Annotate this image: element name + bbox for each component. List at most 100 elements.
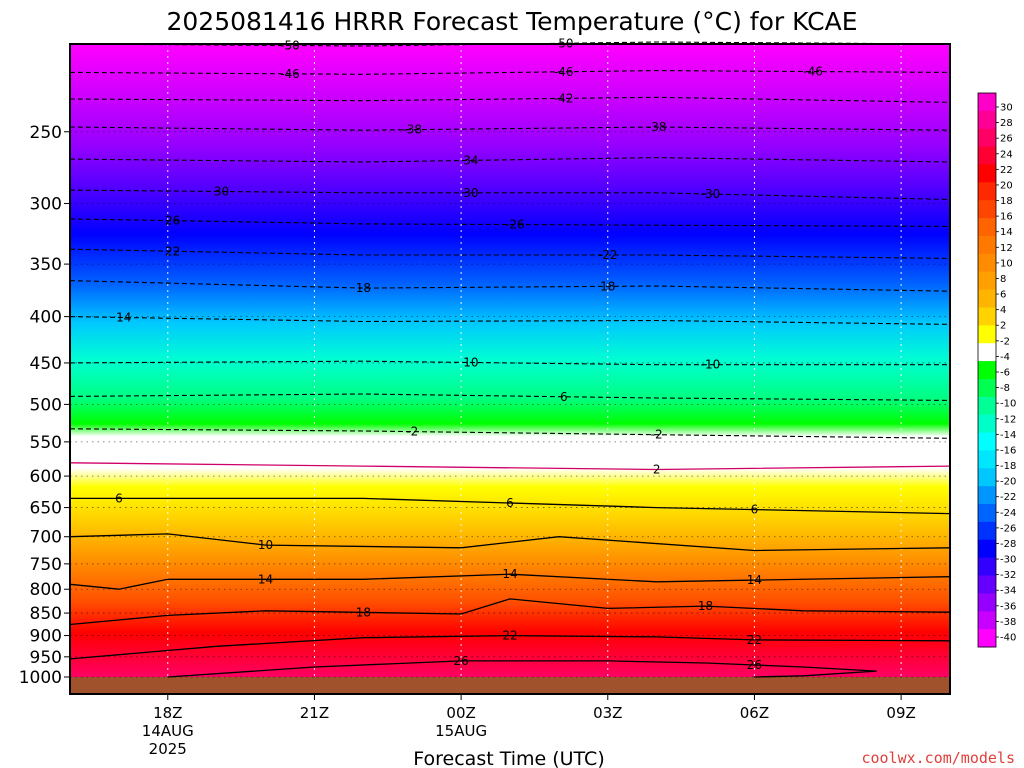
contour-label: 26 [165, 214, 180, 228]
colorbar-frame [977, 92, 997, 648]
x-tick-label: 00Z [446, 704, 475, 722]
x-tick-label: 18Z [153, 704, 182, 722]
y-tick-label: 300 [30, 194, 62, 214]
colorbar-label: -2 [1000, 336, 1010, 347]
contour-label: 18 [600, 279, 615, 293]
colorbar-swatch [978, 253, 996, 273]
colorbar-swatch [978, 361, 996, 380]
contour-label: -30 [701, 187, 721, 201]
colorbar-label: -6 [1000, 368, 1010, 379]
colorbar-label: -10 [1000, 399, 1016, 410]
y-tick-label: 450 [30, 354, 62, 374]
credit-label: coolwx.com/models [861, 749, 1015, 767]
colorbar-swatch [978, 307, 996, 326]
colorbar-label: 20 [1000, 180, 1013, 191]
colorbar-label: -12 [1000, 414, 1016, 425]
colorbar-label: 22 [1000, 165, 1013, 176]
contour-line--22 [69, 248, 951, 259]
contour-label: -26 [505, 218, 525, 232]
colorbar-swatch [978, 575, 996, 594]
colorbar-swatch [978, 200, 996, 219]
colorbar-swatch [978, 218, 996, 237]
contour-line--30 [69, 189, 951, 201]
colorbar-label: 2 [1000, 321, 1006, 332]
colorbar-label: -8 [1000, 383, 1010, 394]
contour-line--6 [69, 393, 951, 401]
contour-label: 14 [747, 573, 762, 587]
contour-line--34 [69, 157, 951, 163]
colorbar-label: -32 [1000, 570, 1016, 581]
y-tick-label: 1000 [19, 668, 62, 688]
contour-label: 10 [258, 538, 273, 552]
x-tick-sublabel: 14AUG [142, 722, 194, 740]
y-tick-label: 650 [30, 499, 62, 519]
colorbar-swatch [978, 611, 996, 630]
colorbar-swatch [978, 414, 996, 434]
colorbar-swatch [978, 182, 996, 201]
contour-label: -2 [651, 428, 663, 442]
contour-label: -46 [803, 65, 823, 79]
colorbar-swatch [978, 378, 996, 398]
colorbar-label: -30 [1000, 555, 1016, 566]
colorbar-label: -34 [1000, 586, 1016, 597]
colorbar-label: 10 [1000, 258, 1013, 269]
y-tick-label: 550 [30, 433, 62, 453]
plot-frame [69, 43, 951, 695]
colorbar-label: 16 [1000, 212, 1013, 223]
y-tick-label: 500 [30, 395, 62, 415]
colorbar-swatch [978, 110, 996, 130]
contour-line--42 [69, 96, 951, 103]
y-tick-label: 250 [30, 123, 62, 143]
contour-line-26 [167, 660, 877, 678]
contour-label: 26 [747, 658, 762, 672]
x-tick-label: 21Z [300, 704, 329, 722]
contour-label: 14 [258, 572, 273, 586]
colorbar-label: -4 [1000, 352, 1010, 363]
ground-fill [70, 677, 950, 694]
colorbar-swatch [978, 504, 996, 523]
contour-label: -2 [406, 425, 418, 439]
contour-line--38 [69, 126, 951, 131]
y-tick-label: 950 [30, 648, 62, 668]
contour-label: 26 [453, 654, 468, 668]
contour-line-2 [69, 462, 951, 471]
y-tick-label: 750 [30, 555, 62, 575]
contour-line--26 [69, 218, 951, 227]
contour-label: 22 [502, 629, 517, 643]
colorbar-label: 6 [1000, 290, 1006, 301]
colorbar-swatch [978, 146, 996, 165]
contour-line--14 [69, 316, 951, 325]
colorbar-swatch [978, 521, 996, 541]
y-tick-label: 800 [30, 580, 62, 600]
colorbar-swatch [978, 468, 996, 487]
contour-line-18 [69, 598, 951, 626]
colorbar-label: 26 [1000, 134, 1013, 145]
colorbar-swatch [978, 343, 996, 362]
colorbar-label: -24 [1000, 508, 1016, 519]
colorbar: 30 28 26 24 22 20 18 16 14 12 10 8 6 4 2 -2 -4 -6 -8 -10 -12… [977, 92, 1016, 648]
contour-label: 34 [463, 153, 478, 167]
colorbar-label: -22 [1000, 492, 1016, 503]
colorbar-swatch [978, 235, 996, 255]
colorbar-label: -28 [1000, 539, 1016, 550]
contour-label: 30 [463, 186, 478, 200]
colorbar-label: 12 [1000, 243, 1013, 254]
colorbar-swatch [978, 164, 996, 183]
contour-label: -22 [598, 248, 618, 262]
contour-label: -38 [647, 120, 667, 134]
colorbar-swatch [978, 486, 996, 505]
contour-line--18 [69, 280, 951, 292]
y-tick-label: 850 [30, 604, 62, 624]
chart-title: 2025081416 HRRR Forecast Temperature (°C… [166, 7, 857, 36]
colorbar-label: 14 [1000, 227, 1013, 238]
contour-line-10 [69, 533, 951, 552]
colorbar-swatch [978, 325, 996, 344]
colorbar-swatch [978, 289, 996, 308]
contour-label: 22 [165, 244, 180, 258]
colorbar-swatch [978, 593, 996, 612]
colorbar-label: 30 [1000, 103, 1013, 114]
x-tick-sublabel: 2025 [149, 740, 187, 758]
y-tick-label: 700 [30, 528, 62, 548]
colorbar-swatch [978, 93, 996, 112]
